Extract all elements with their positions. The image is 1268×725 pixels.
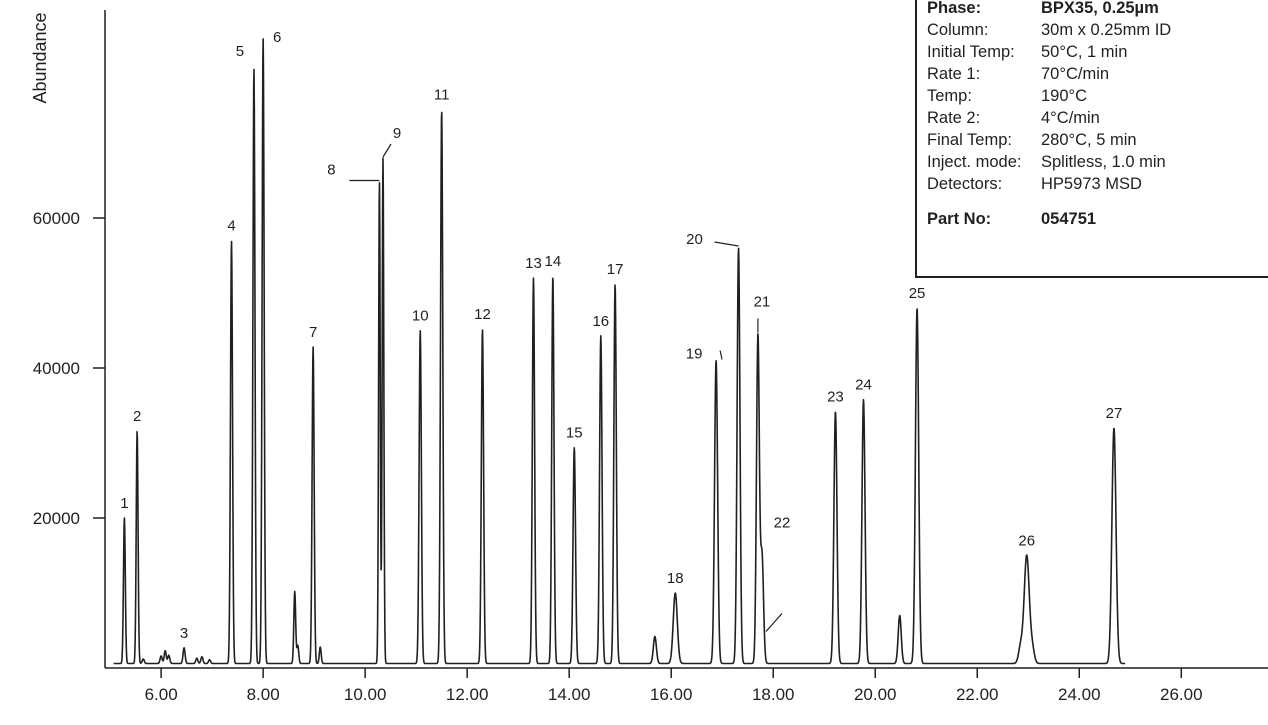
x-tick-label: 22.00	[956, 685, 999, 704]
peak-label-11: 11	[434, 86, 450, 103]
peak-label-10: 10	[412, 308, 429, 325]
peak-label-9: 9	[393, 125, 401, 142]
condition-value: 190°C	[1041, 87, 1088, 105]
y-axis-title: Abundance	[30, 12, 50, 103]
condition-row: Phase: BPX35, 0.25µm	[927, 0, 1171, 19]
condition-value: 4°C/min	[1041, 109, 1100, 127]
conditions-table: Phase: BPX35, 0.25µm Column: 30m x 0.25mm I…	[927, 0, 1171, 230]
peak-label-22: 22	[774, 515, 791, 532]
peak-label-24: 24	[855, 377, 872, 394]
peak-label-15: 15	[566, 425, 583, 442]
peak-label-16: 16	[592, 313, 609, 330]
peak-label-5: 5	[236, 43, 244, 60]
part-number-key: Part No:	[927, 210, 992, 228]
condition-row: Column: 30m x 0.25mm ID	[927, 19, 1171, 41]
condition-value: HP5973 MSD	[1041, 175, 1142, 193]
x-tick-label: 14.00	[548, 685, 591, 704]
peak-label-2: 2	[133, 408, 141, 425]
method-conditions-box: Phase: BPX35, 0.25µm Column: 30m x 0.25mm I…	[915, 0, 1268, 278]
condition-row: Inject. mode: Splitless, 1.0 min	[927, 151, 1171, 173]
condition-key: Column:	[927, 21, 989, 39]
x-tick-label: 16.00	[650, 685, 693, 704]
peak-label-7: 7	[309, 324, 317, 341]
peak-label-1: 1	[120, 495, 128, 512]
peak-label-6: 6	[273, 29, 281, 46]
condition-row: Rate 1: 70°C/min	[927, 63, 1171, 85]
peak-label-17: 17	[607, 261, 624, 278]
peak-leader-22	[765, 613, 783, 632]
peak-label-18: 18	[667, 570, 684, 587]
y-tick-label: 20000	[33, 509, 80, 528]
y-tick-label: 60000	[33, 209, 80, 228]
x-tick-label: 26.00	[1160, 685, 1203, 704]
condition-key: Detectors:	[927, 175, 1003, 193]
y-tick-label: 40000	[33, 359, 80, 378]
peak-label-12: 12	[474, 306, 491, 323]
condition-value: Splitless, 1.0 min	[1041, 153, 1166, 171]
peak-label-25: 25	[909, 285, 926, 302]
condition-key: Inject. mode:	[927, 153, 1022, 171]
peak-label-26: 26	[1018, 533, 1035, 550]
peak-label-14: 14	[545, 253, 562, 270]
x-tick-label: 10.00	[344, 685, 387, 704]
condition-value: BPX35, 0.25µm	[1041, 0, 1159, 17]
peak-label-3: 3	[180, 625, 188, 642]
x-tick-label: 18.00	[752, 685, 795, 704]
condition-row: Final Temp: 280°C, 5 min	[927, 129, 1171, 151]
x-tick-label: 24.00	[1058, 685, 1101, 704]
peak-label-23: 23	[827, 389, 844, 406]
x-tick-label: 8.00	[247, 685, 280, 704]
x-tick-label: 6.00	[145, 685, 178, 704]
peak-leader-9	[382, 143, 392, 158]
condition-key: Rate 2:	[927, 109, 981, 127]
peak-label-21: 21	[754, 294, 771, 311]
peak-label-8: 8	[327, 162, 335, 179]
x-tick-label: 20.00	[854, 685, 897, 704]
peak-label-20: 20	[686, 231, 703, 248]
condition-row: Initial Temp: 50°C, 1 min	[927, 41, 1171, 63]
condition-value: 30m x 0.25mm ID	[1041, 21, 1172, 39]
x-tick-label: 12.00	[446, 685, 489, 704]
peak-label-27: 27	[1106, 405, 1123, 422]
chromatogram-trace	[113, 38, 1126, 665]
condition-value: 280°C, 5 min	[1041, 131, 1137, 149]
peak-leader-20	[714, 241, 739, 247]
peak-label-19: 19	[686, 346, 703, 363]
peak-label-4: 4	[227, 218, 235, 235]
peak-leader-19	[719, 350, 723, 360]
condition-key: Phase:	[927, 0, 982, 17]
condition-row: Detectors: HP5973 MSD	[927, 173, 1171, 195]
condition-key: Rate 1:	[927, 65, 981, 83]
part-number-value: 054751	[1041, 210, 1097, 228]
condition-key: Final Temp:	[927, 131, 1012, 149]
condition-key: Temp:	[927, 87, 972, 105]
condition-row: Temp: 190°C	[927, 85, 1171, 107]
condition-value: 50°C, 1 min	[1041, 43, 1128, 61]
condition-row: Rate 2: 4°C/min	[927, 107, 1171, 129]
condition-value: 70°C/min	[1041, 65, 1110, 83]
condition-key: Initial Temp:	[927, 43, 1015, 61]
part-number-row: Part No: 054751	[927, 195, 1171, 230]
ticks-layer: 6.00 8.00 10.00 12.00 14.00 16.00 18.00 20.00 22…	[33, 209, 1203, 704]
peak-label-13: 13	[525, 255, 542, 272]
